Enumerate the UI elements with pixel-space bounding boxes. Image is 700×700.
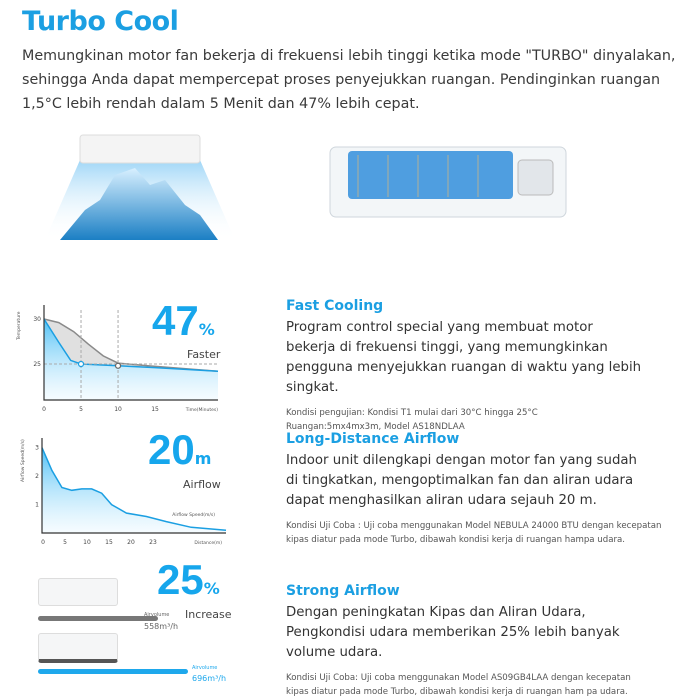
y-tick-label: 2 bbox=[35, 473, 39, 480]
airvolume-bar-turbo bbox=[38, 669, 188, 674]
x-tick-label: 5 bbox=[79, 406, 83, 413]
airvolume-bar-standard bbox=[38, 616, 159, 621]
bar-label: Airvolume bbox=[144, 612, 170, 618]
x-tick-label: 15 bbox=[105, 539, 113, 546]
ac-iceberg-image bbox=[40, 130, 240, 245]
x-tick-label: 0 bbox=[42, 406, 46, 413]
page-title: Turbo Cool bbox=[22, 6, 179, 37]
stat-unit: % bbox=[198, 320, 215, 339]
area bbox=[42, 447, 226, 533]
ac-internal-view-image bbox=[328, 145, 568, 225]
axes bbox=[43, 305, 218, 401]
intro-paragraph: Memungkinan motor fan bekerja di frekuen… bbox=[22, 48, 676, 112]
x-tick-label: 5 bbox=[63, 539, 67, 546]
section-strong-airflow: Strong Airflow Dengan peningkatan Kipas … bbox=[286, 583, 686, 699]
stat-unit: % bbox=[203, 579, 220, 598]
stat-20: 20m bbox=[148, 429, 211, 471]
stat-label: Faster bbox=[187, 348, 221, 361]
stat-value: 47 bbox=[152, 297, 199, 344]
marker-point bbox=[114, 362, 122, 369]
y-tick-label: 25 bbox=[33, 361, 41, 368]
x-axis-label: Distance(m) bbox=[194, 540, 222, 546]
section-body: Indoor unit dilengkapi dengan motor fan … bbox=[286, 453, 637, 508]
stat-label: Increase bbox=[185, 608, 232, 621]
x-tick-label: 20 bbox=[127, 539, 135, 546]
y-tick-label: 3 bbox=[35, 445, 39, 452]
series-line bbox=[41, 447, 227, 531]
y-axis-label: Temperature bbox=[16, 311, 22, 341]
stat-value: 25 bbox=[157, 556, 204, 603]
stat-47: 47% bbox=[152, 300, 215, 342]
y-tick-label: 30 bbox=[33, 316, 41, 323]
stat-value: 20 bbox=[148, 426, 195, 473]
stat-unit: m bbox=[194, 449, 212, 468]
blue-area bbox=[44, 319, 218, 400]
section-long-distance-airflow: Long-Distance Airflow Indoor unit dileng… bbox=[286, 431, 686, 547]
series-line-gray bbox=[43, 318, 219, 372]
section-body: Dengan peningkatan Kipas dan Aliran Udar… bbox=[286, 605, 620, 660]
cooling-time-chart: 0 5 10 15 25 30 Time(Minutes) Temperature bbox=[16, 305, 219, 413]
section-heading: Fast Cooling bbox=[286, 298, 384, 314]
section-heading: Long-Distance Airflow bbox=[286, 431, 460, 447]
bar-value: 558m³/h bbox=[144, 622, 179, 631]
section-note: Kondisi Uji Coba : Uji coba menggunakan … bbox=[286, 521, 662, 545]
bar-value: 696m³/h bbox=[192, 674, 227, 683]
ac-turbo-image bbox=[38, 633, 118, 663]
section-fast-cooling: Fast Cooling Program control special yan… bbox=[286, 298, 686, 434]
ac-standard-image bbox=[38, 578, 118, 606]
stat-label: Airflow bbox=[183, 478, 221, 491]
bar-label: Airvolume bbox=[192, 665, 218, 671]
stat-25: 25% bbox=[157, 559, 220, 601]
x-tick-label: 10 bbox=[114, 406, 122, 413]
section-heading: Strong Airflow bbox=[286, 583, 400, 599]
x-tick-label: 10 bbox=[83, 539, 91, 546]
gray-area bbox=[44, 319, 218, 372]
series-label: Airflow Speed(m/s) bbox=[172, 512, 215, 518]
x-axis-label: Time(Minutes) bbox=[185, 407, 218, 413]
marker-point bbox=[77, 360, 85, 368]
axes bbox=[41, 438, 226, 534]
section-body: Program control special yang membuat mot… bbox=[286, 320, 642, 395]
section-note: Kondisi Uji Coba: Uji coba menggunakan M… bbox=[286, 673, 631, 697]
x-tick-label: 23 bbox=[149, 539, 157, 546]
y-tick-label: 1 bbox=[35, 502, 39, 509]
x-tick-label: 0 bbox=[41, 539, 45, 546]
y-axis-label: Airflow Speed(m/s) bbox=[20, 439, 26, 482]
section-note: Kondisi pengujian: Kondisi T1 mulai dari… bbox=[286, 408, 538, 432]
x-tick-label: 15 bbox=[151, 406, 159, 413]
